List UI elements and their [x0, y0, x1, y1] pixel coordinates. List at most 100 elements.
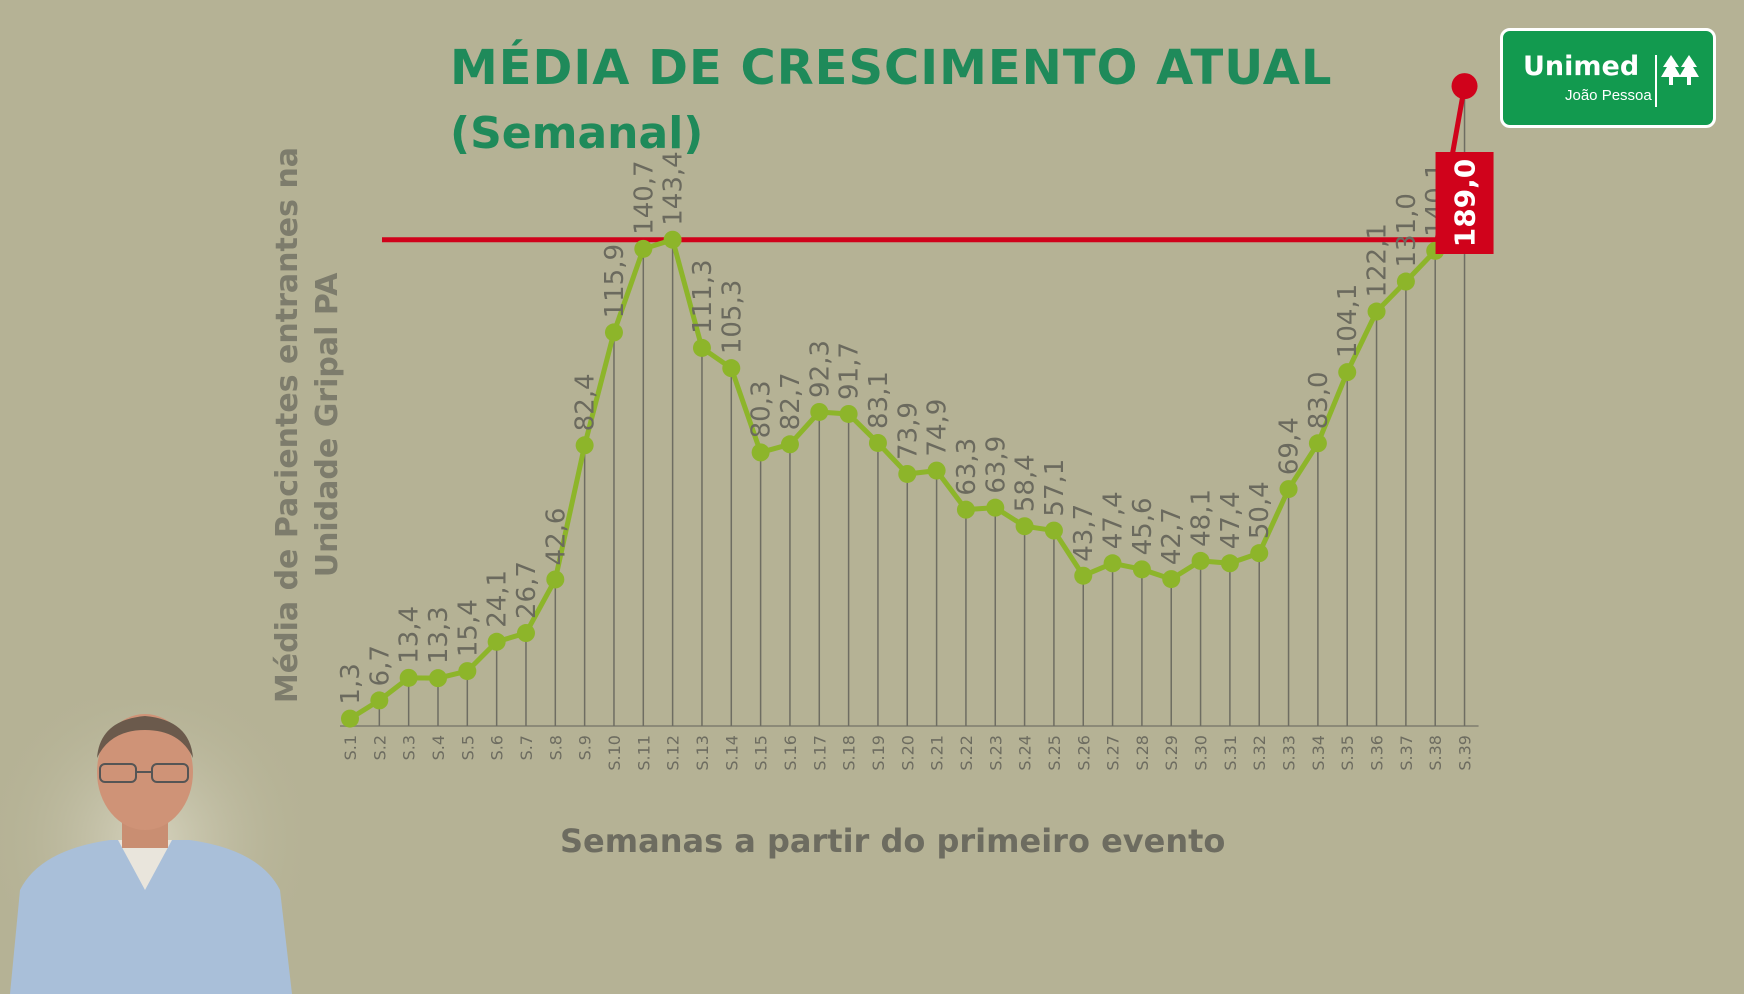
data-label: 47,4	[1216, 491, 1246, 549]
data-label: 82,4	[571, 373, 601, 431]
data-label: 91,7	[835, 342, 865, 400]
data-label: 74,9	[923, 399, 953, 457]
x-tick-label: S.29	[1162, 735, 1181, 771]
x-tick-label: S.11	[634, 735, 653, 771]
data-label: 83,1	[864, 371, 894, 429]
chart-subtitle: (Semanal)	[450, 108, 704, 159]
x-tick-label: S.22	[957, 735, 976, 771]
data-label: 122,1	[1363, 223, 1393, 297]
x-tick-label: S.27	[1104, 735, 1123, 771]
data-point	[986, 498, 1005, 517]
data-point	[722, 359, 741, 378]
x-tick-label: S.35	[1338, 735, 1357, 771]
data-label: 69,4	[1275, 417, 1305, 475]
data-point	[692, 338, 711, 357]
x-tick-label: S.17	[810, 735, 829, 771]
pine-tree-icon	[1661, 55, 1699, 85]
x-tick-label: S.13	[693, 735, 712, 771]
highlight-point	[1451, 73, 1478, 100]
data-label: 131,0	[1392, 193, 1422, 267]
data-label: 111,3	[688, 259, 718, 333]
x-tick-label: S.36	[1368, 735, 1387, 771]
logo-city: João Pessoa	[1565, 87, 1652, 104]
data-point	[1396, 272, 1415, 291]
x-tick-label: S.10	[605, 735, 624, 771]
data-point	[1308, 434, 1327, 453]
data-point	[868, 433, 887, 452]
unimed-logo: Unimed João Pessoa	[1500, 28, 1716, 128]
series-line	[348, 237, 1438, 721]
data-label: 57,1	[1040, 459, 1070, 517]
data-point	[634, 239, 653, 258]
x-tick-label: S.28	[1133, 735, 1152, 771]
data-point	[1074, 566, 1093, 585]
x-tick-label: S.25	[1045, 735, 1064, 771]
x-tick-label: S.14	[722, 735, 741, 771]
x-tick-label: S.32	[1250, 735, 1269, 771]
data-point	[546, 570, 565, 589]
data-label: 13,4	[395, 606, 425, 664]
data-point	[1103, 554, 1122, 573]
data-point	[1279, 480, 1298, 499]
data-label: 143,4	[659, 151, 689, 225]
x-tick-label: S.9	[576, 735, 595, 760]
data-label: 63,9	[981, 436, 1011, 494]
x-tick-label: S.21	[928, 735, 947, 771]
data-label: 13,3	[424, 606, 454, 664]
x-axis-label: Semanas a partir do primeiro evento	[560, 822, 1226, 860]
data-point	[487, 632, 506, 651]
data-point	[898, 464, 917, 483]
data-label: 115,9	[600, 244, 630, 318]
x-tick-label: S.33	[1280, 735, 1299, 771]
data-label: 80,3	[747, 380, 777, 438]
data-point	[516, 624, 535, 643]
data-point	[1338, 363, 1357, 382]
data-point	[1162, 570, 1181, 589]
x-tick-label: S.23	[986, 735, 1005, 771]
data-point	[428, 669, 447, 688]
x-tick-label: S.19	[869, 735, 888, 771]
data-label: 92,3	[805, 340, 835, 398]
x-tick-label: S.6	[488, 735, 507, 760]
data-point	[604, 323, 623, 342]
data-label: 48,1	[1187, 489, 1217, 547]
data-label: 82,7	[776, 372, 806, 430]
data-label: 24,1	[483, 570, 513, 628]
data-point	[751, 443, 770, 462]
data-point	[1220, 554, 1239, 573]
data-point	[341, 709, 359, 728]
data-label: 140,7	[629, 160, 659, 234]
data-point	[663, 230, 682, 249]
data-label: 26,7	[512, 561, 542, 619]
data-point	[399, 668, 418, 687]
x-tick-label: S.1	[341, 735, 360, 760]
x-tick-label: S.2	[370, 735, 389, 760]
data-point	[927, 461, 946, 480]
x-tick-label: S.34	[1309, 735, 1328, 771]
x-tick-label: S.26	[1074, 735, 1093, 771]
presenter-video	[0, 700, 300, 994]
x-tick-label: S.31	[1221, 735, 1240, 771]
x-tick-label: S.37	[1397, 735, 1416, 771]
x-tick-label: S.5	[458, 735, 477, 760]
data-point	[1015, 517, 1034, 536]
x-tick-label: S.30	[1192, 735, 1211, 771]
x-tick-label: S.16	[781, 735, 800, 771]
data-point	[839, 404, 858, 423]
data-label: 73,9	[893, 402, 923, 460]
chart-title: MÉDIA DE CRESCIMENTO ATUAL	[450, 40, 1333, 96]
x-tick-label: S.38	[1426, 735, 1445, 771]
data-point	[1250, 544, 1269, 563]
data-point	[956, 500, 975, 519]
data-point	[370, 691, 389, 710]
data-label: 45,6	[1128, 497, 1158, 555]
data-label: 47,4	[1099, 491, 1129, 549]
x-tick-label: S.3	[400, 735, 419, 760]
x-tick-label: S.18	[840, 735, 859, 771]
data-point	[575, 436, 594, 455]
x-tick-label: S.7	[517, 735, 536, 760]
data-point	[810, 402, 829, 421]
logo-brand: Unimed	[1523, 51, 1640, 82]
x-tick-label: S.4	[429, 735, 448, 760]
